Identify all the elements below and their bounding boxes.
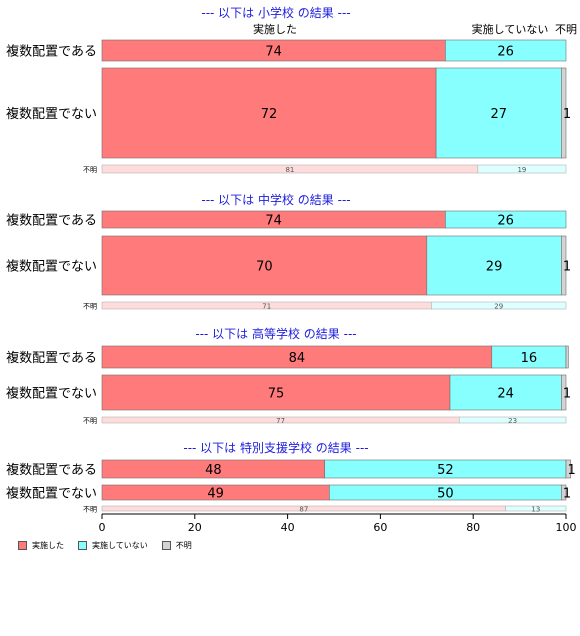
bar-segment: [426, 235, 562, 296]
row-label: 複数配置である: [6, 213, 97, 229]
data-label: 1: [563, 260, 571, 275]
bar-segment: [449, 374, 562, 411]
legend-label-unknown: 不明: [175, 541, 192, 550]
x-tick-label: 60: [373, 521, 387, 534]
data-label: 29: [486, 260, 503, 275]
data-label: 19: [517, 166, 526, 174]
data-label: 29: [494, 303, 503, 311]
row-label: 不明: [83, 166, 97, 174]
bar-segment: [561, 235, 567, 296]
data-label: 84: [289, 351, 306, 366]
bar-segment: [101, 374, 451, 411]
data-label: 16: [521, 351, 538, 366]
bar-segment: [505, 505, 567, 512]
group-title: --- 以下は 高等学校 の結果 ---: [195, 326, 356, 341]
group-title: --- 以下は 小学校 の結果 ---: [201, 5, 350, 20]
legend-label-done: 実施した: [32, 541, 64, 550]
bar-segment: [431, 301, 567, 310]
group-title: --- 以下は 中学校 の結果 ---: [201, 192, 350, 207]
row-label: 複数配置である: [6, 350, 97, 366]
group-title: --- 以下は 特別支援学校 の結果 ---: [183, 440, 368, 455]
bar-segment: [565, 345, 569, 369]
column-header-done: 実施した: [253, 22, 297, 36]
row-label: 複数配置でない: [6, 486, 97, 502]
data-label: 1: [563, 107, 571, 122]
x-tick-label: 80: [466, 521, 480, 534]
legend-item-not-done: 実施していない: [78, 540, 148, 551]
bar-segment: [445, 210, 567, 229]
bar-segment: [565, 459, 571, 479]
row-label: 不明: [83, 506, 97, 514]
data-label: 24: [497, 387, 514, 402]
row-label: 不明: [83, 303, 97, 311]
x-tick-label: 40: [281, 521, 295, 534]
data-label: 27: [490, 107, 507, 122]
row-label: 複数配置でない: [6, 106, 97, 122]
legend-item-done: 実施した: [18, 540, 64, 551]
bar-segment: [101, 235, 428, 296]
data-label: 1: [567, 463, 575, 478]
data-label: 52: [437, 463, 454, 478]
legend-swatch-done: [18, 541, 27, 550]
row-label: 複数配置でない: [6, 259, 97, 275]
legend-label-not-done: 実施していない: [92, 541, 148, 550]
bar-segment: [445, 39, 567, 62]
data-label: 1: [563, 487, 571, 502]
data-label: 26: [497, 45, 514, 60]
x-tick-label: 100: [556, 521, 577, 534]
bar-segment: [561, 374, 567, 411]
data-label: 1: [563, 387, 571, 402]
data-label: 48: [205, 463, 222, 478]
column-header-not-done: 実施していない: [472, 22, 549, 36]
data-label: 71: [262, 303, 271, 311]
legend-swatch-not-done: [78, 541, 87, 550]
row-label: 不明: [83, 417, 97, 425]
data-label: 75: [268, 387, 285, 402]
bar-segment: [561, 67, 567, 159]
data-label: 50: [437, 487, 454, 502]
column-header-unknown: 不明: [555, 23, 577, 36]
row-label: 複数配置である: [6, 44, 97, 60]
bar-segment: [561, 484, 567, 501]
legend-item-unknown: 不明: [161, 540, 192, 551]
data-label: 70: [256, 260, 273, 275]
bar-segment: [458, 416, 567, 424]
data-label: 74: [265, 45, 282, 60]
data-label: 72: [261, 107, 278, 122]
data-label: 77: [276, 417, 285, 425]
data-label: 87: [299, 506, 308, 514]
x-tick-label: 0: [99, 521, 106, 534]
legend-swatch-unknown: [161, 541, 171, 550]
data-label: 13: [531, 506, 540, 514]
data-label: 74: [265, 214, 282, 229]
data-label: 81: [285, 166, 294, 174]
data-label: 49: [207, 487, 224, 502]
bar-segment: [477, 164, 567, 174]
x-tick-label: 20: [188, 521, 202, 534]
chart-legend: 実施した 実施していない 不明: [18, 540, 206, 551]
data-label: 23: [508, 417, 517, 425]
row-label: 複数配置でない: [6, 386, 97, 402]
data-label: 26: [497, 214, 514, 229]
row-label: 複数配置である: [6, 462, 97, 478]
